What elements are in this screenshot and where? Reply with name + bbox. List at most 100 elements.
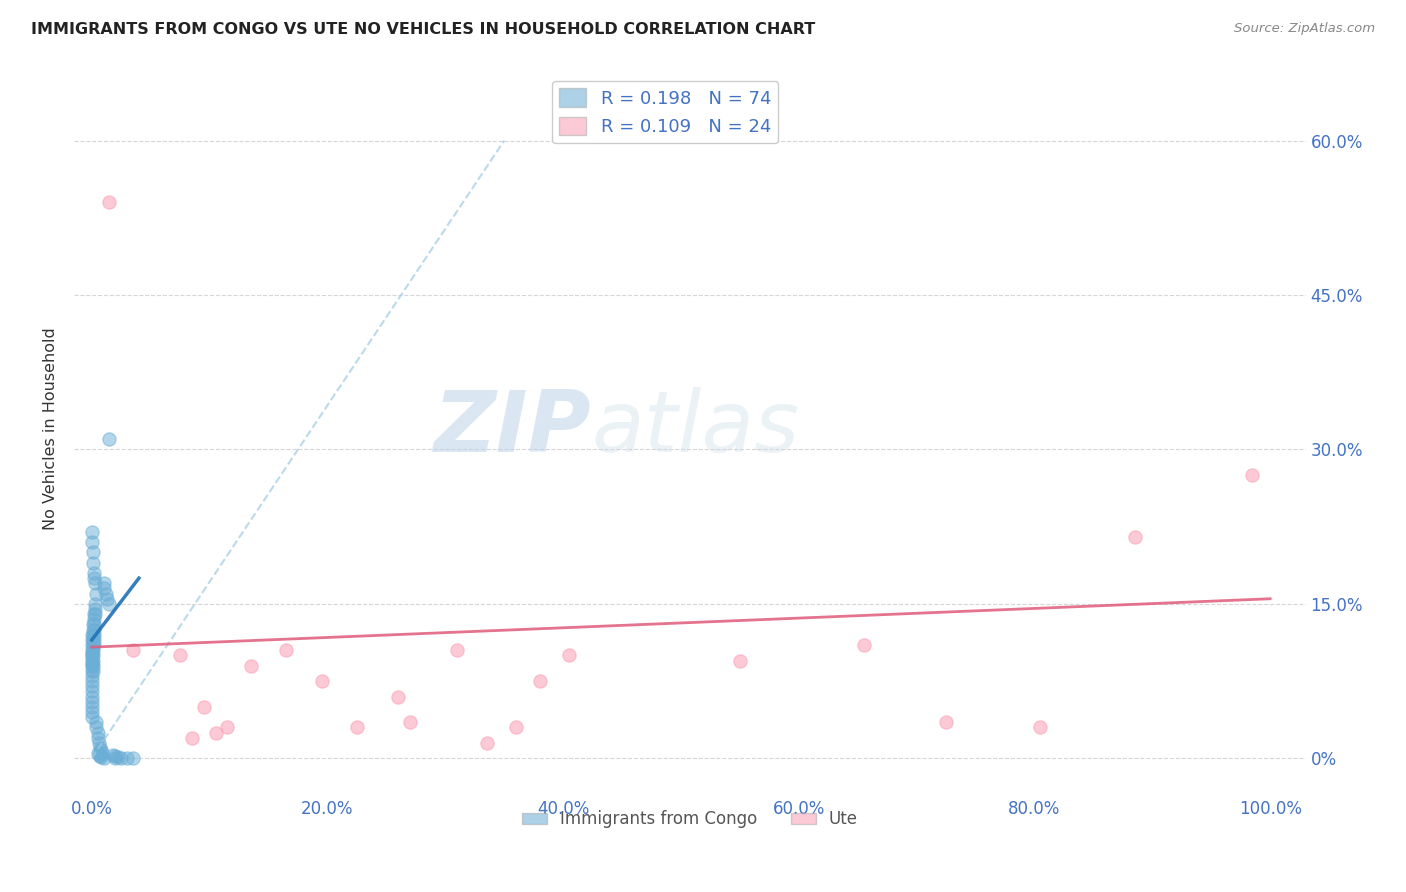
Point	[935, 715, 957, 730]
Point	[169, 648, 191, 663]
Point	[399, 715, 422, 730]
Y-axis label: No Vehicles in Household: No Vehicles in Household	[44, 327, 58, 530]
Point	[90, 743, 112, 757]
Point	[83, 628, 105, 642]
Point	[80, 638, 103, 652]
Point	[80, 679, 103, 693]
Point	[80, 695, 103, 709]
Point	[82, 658, 104, 673]
Point	[93, 751, 115, 765]
Point	[82, 638, 104, 652]
Point	[82, 628, 104, 642]
Point	[96, 591, 118, 606]
Point	[101, 748, 124, 763]
Point	[84, 597, 107, 611]
Point	[204, 725, 226, 739]
Point	[82, 643, 104, 657]
Point	[80, 684, 103, 698]
Text: atlas: atlas	[592, 387, 799, 470]
Point	[86, 731, 108, 745]
Point	[122, 751, 145, 765]
Point	[84, 602, 107, 616]
Point	[80, 664, 103, 678]
Point	[83, 617, 105, 632]
Point	[80, 705, 103, 719]
Point	[82, 623, 104, 637]
Point	[728, 653, 751, 667]
Point	[276, 643, 298, 657]
Point	[82, 664, 104, 678]
Point	[82, 556, 104, 570]
Point	[1241, 468, 1264, 483]
Point	[115, 751, 138, 765]
Point	[80, 524, 103, 539]
Point	[80, 699, 103, 714]
Point	[80, 674, 103, 689]
Legend: Immigrants from Congo, Ute: Immigrants from Congo, Ute	[515, 804, 865, 835]
Point	[80, 657, 103, 671]
Point	[387, 690, 409, 704]
Point	[86, 721, 108, 735]
Point	[505, 721, 527, 735]
Point	[89, 749, 111, 764]
Point	[104, 751, 127, 765]
Point	[311, 674, 333, 689]
Point	[86, 586, 108, 600]
Point	[82, 545, 104, 559]
Point	[80, 669, 103, 683]
Point	[83, 571, 105, 585]
Point	[122, 643, 145, 657]
Point	[94, 586, 117, 600]
Point	[217, 721, 239, 735]
Point	[1123, 530, 1146, 544]
Point	[82, 653, 104, 667]
Point	[852, 638, 875, 652]
Point	[89, 741, 111, 756]
Point	[558, 648, 581, 663]
Point	[84, 607, 107, 622]
Point	[1029, 721, 1052, 735]
Point	[446, 643, 468, 657]
Point	[83, 623, 105, 637]
Point	[93, 576, 115, 591]
Point	[83, 638, 105, 652]
Point	[82, 648, 104, 663]
Point	[346, 721, 368, 735]
Point	[83, 566, 105, 580]
Point	[104, 749, 127, 764]
Text: Source: ZipAtlas.com: Source: ZipAtlas.com	[1234, 22, 1375, 36]
Point	[83, 607, 105, 622]
Point	[86, 715, 108, 730]
Point	[87, 748, 110, 763]
Point	[110, 751, 132, 765]
Point	[80, 643, 103, 657]
Point	[80, 535, 103, 549]
Point	[193, 699, 215, 714]
Point	[90, 750, 112, 764]
Point	[80, 690, 103, 704]
Point	[80, 648, 103, 663]
Point	[80, 650, 103, 665]
Point	[87, 736, 110, 750]
Point	[80, 628, 103, 642]
Point	[80, 710, 103, 724]
Point	[475, 736, 498, 750]
Point	[98, 432, 121, 446]
Point	[239, 658, 262, 673]
Point	[181, 731, 204, 745]
Point	[82, 617, 104, 632]
Text: IMMIGRANTS FROM CONGO VS UTE NO VEHICLES IN HOUSEHOLD CORRELATION CHART: IMMIGRANTS FROM CONGO VS UTE NO VEHICLES…	[31, 22, 815, 37]
Point	[84, 576, 107, 591]
Point	[80, 658, 103, 673]
Point	[98, 597, 121, 611]
Point	[529, 674, 551, 689]
Text: ZIP: ZIP	[433, 387, 592, 470]
Point	[91, 746, 114, 760]
Point	[86, 725, 108, 739]
Point	[93, 582, 115, 596]
Point	[80, 646, 103, 660]
Point	[86, 746, 108, 760]
Point	[98, 195, 121, 210]
Point	[83, 632, 105, 647]
Point	[83, 612, 105, 626]
